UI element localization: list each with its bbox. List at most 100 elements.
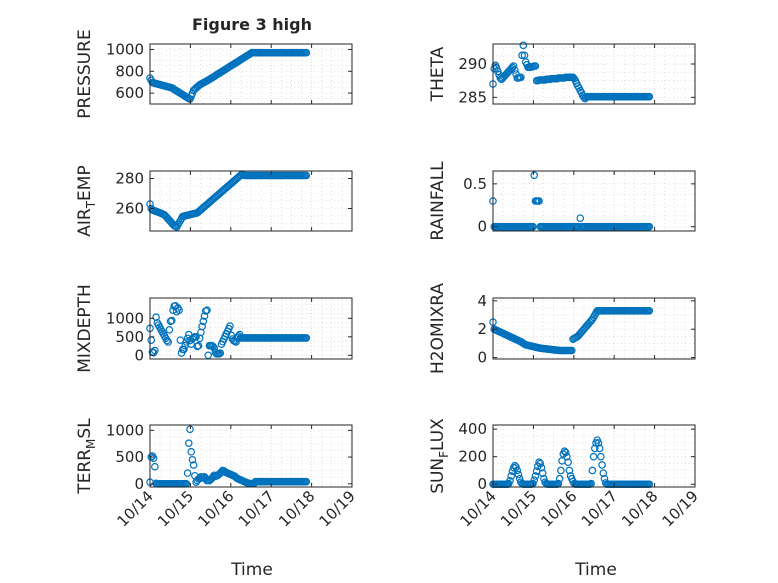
x-tick-label: 10/17 — [578, 487, 621, 530]
y-axis-label-tail: LUX — [428, 418, 448, 451]
data-point — [517, 73, 525, 82]
y-tick-label: 0 — [477, 475, 487, 493]
data-point — [494, 67, 502, 76]
data-point — [588, 466, 597, 475]
y-axis-label: RAINFALL — [428, 161, 448, 241]
data-point — [594, 439, 603, 447]
data-point — [530, 476, 539, 484]
y-axis-label-main: TERR — [75, 449, 95, 495]
y-tick-label: 2 — [477, 320, 487, 338]
y-axis-label: TERRMSL — [75, 418, 98, 495]
data-point — [537, 463, 546, 472]
subplot-h2omixra: 0 2 4 H2OMIXRA — [428, 283, 696, 374]
data-point — [175, 306, 183, 315]
data-point — [557, 466, 565, 475]
y-tick-label: 0 — [134, 475, 144, 493]
y-tick-label: 280 — [115, 170, 144, 188]
data-point — [226, 322, 234, 330]
data-point — [180, 345, 188, 354]
data-point — [506, 476, 514, 485]
y-axis-label-subscript: T — [84, 200, 98, 209]
data-point — [531, 62, 540, 70]
y-tick-label: 260 — [115, 200, 144, 218]
x-tick-label: 10/15 — [497, 487, 540, 530]
y-axis-label: MIXDEPTH — [75, 284, 95, 373]
y-axis-label: H2OMIXRA — [428, 283, 448, 374]
x-tick-label: 10/17 — [235, 487, 278, 530]
y-tick-label: 800 — [115, 62, 144, 80]
data-point — [184, 439, 193, 447]
y-tick-label: 500 — [115, 328, 144, 346]
data-point — [187, 447, 196, 456]
data-point — [151, 346, 159, 355]
data-point — [511, 66, 519, 74]
data-point — [519, 41, 528, 50]
data-point — [163, 336, 171, 345]
axes-box — [492, 170, 696, 232]
axes-box — [492, 424, 696, 488]
data-point — [151, 462, 159, 471]
y-axis-label-main: H2OMIXRA — [428, 283, 448, 374]
y-axis-label-tail: SL — [75, 418, 95, 439]
data-point — [198, 322, 206, 331]
plot-area — [493, 425, 695, 487]
data-point — [302, 48, 311, 57]
data-point — [597, 452, 605, 461]
plot-area — [150, 425, 352, 487]
y-tick-label: 1000 — [106, 40, 144, 58]
data-point — [645, 306, 654, 315]
y-tick-label: 1000 — [106, 309, 144, 327]
y-axis-label-main: THETA — [428, 46, 448, 102]
data-point — [514, 470, 523, 479]
y-axis-label-main: SUN — [428, 458, 448, 494]
data-point — [513, 466, 522, 475]
data-point — [302, 477, 311, 486]
data-point — [199, 317, 208, 326]
figure-title: Figure 3 high — [192, 15, 312, 34]
axes-box — [149, 424, 353, 488]
y-tick-label: 0 — [134, 346, 144, 364]
data-point — [564, 458, 572, 467]
x-tick-label: 10/18 — [275, 487, 318, 530]
data-point — [563, 452, 571, 461]
data-point — [194, 341, 203, 350]
y-axis-label-main: MIXDEPTH — [75, 284, 95, 373]
y-tick-label: 290 — [458, 55, 487, 73]
data-point — [509, 62, 518, 70]
data-point — [567, 346, 576, 355]
data-point — [192, 333, 200, 341]
y-axis-label-subscript: M — [84, 439, 98, 449]
x-tick-label: 10/19 — [316, 487, 359, 530]
y-axis-label-main: PRESSURE — [75, 29, 95, 118]
x-axis-label-right: Time — [574, 560, 617, 580]
y-tick-label: 400 — [458, 420, 487, 438]
y-axis-label: THETA — [428, 46, 448, 102]
data-point — [645, 222, 654, 231]
data-point — [507, 472, 515, 480]
subplot-air: 260 280 AIRTEMP — [75, 165, 353, 237]
data-point — [589, 452, 598, 461]
y-axis-label: PRESSURE — [75, 29, 95, 118]
data-point — [536, 459, 545, 468]
data-point — [165, 325, 174, 334]
y-tick-label: 200 — [458, 448, 487, 466]
data-point — [561, 448, 570, 457]
axes-box — [149, 297, 353, 360]
x-tick-label: 10/14 — [114, 487, 157, 530]
x-axis-label-left: Time — [230, 560, 273, 580]
data-point — [164, 338, 172, 346]
data-point — [518, 51, 526, 60]
data-point — [555, 474, 564, 483]
y-tick-label: 500 — [115, 448, 144, 466]
x-tick-label: 10/15 — [154, 487, 197, 530]
data-point — [565, 466, 574, 475]
plot-area — [493, 171, 695, 231]
y-tick-label: 1000 — [106, 421, 144, 439]
y-tick-label: 0 — [477, 218, 487, 236]
y-tick-label: 0.5 — [463, 175, 487, 193]
y-tick-label: 285 — [458, 88, 487, 106]
